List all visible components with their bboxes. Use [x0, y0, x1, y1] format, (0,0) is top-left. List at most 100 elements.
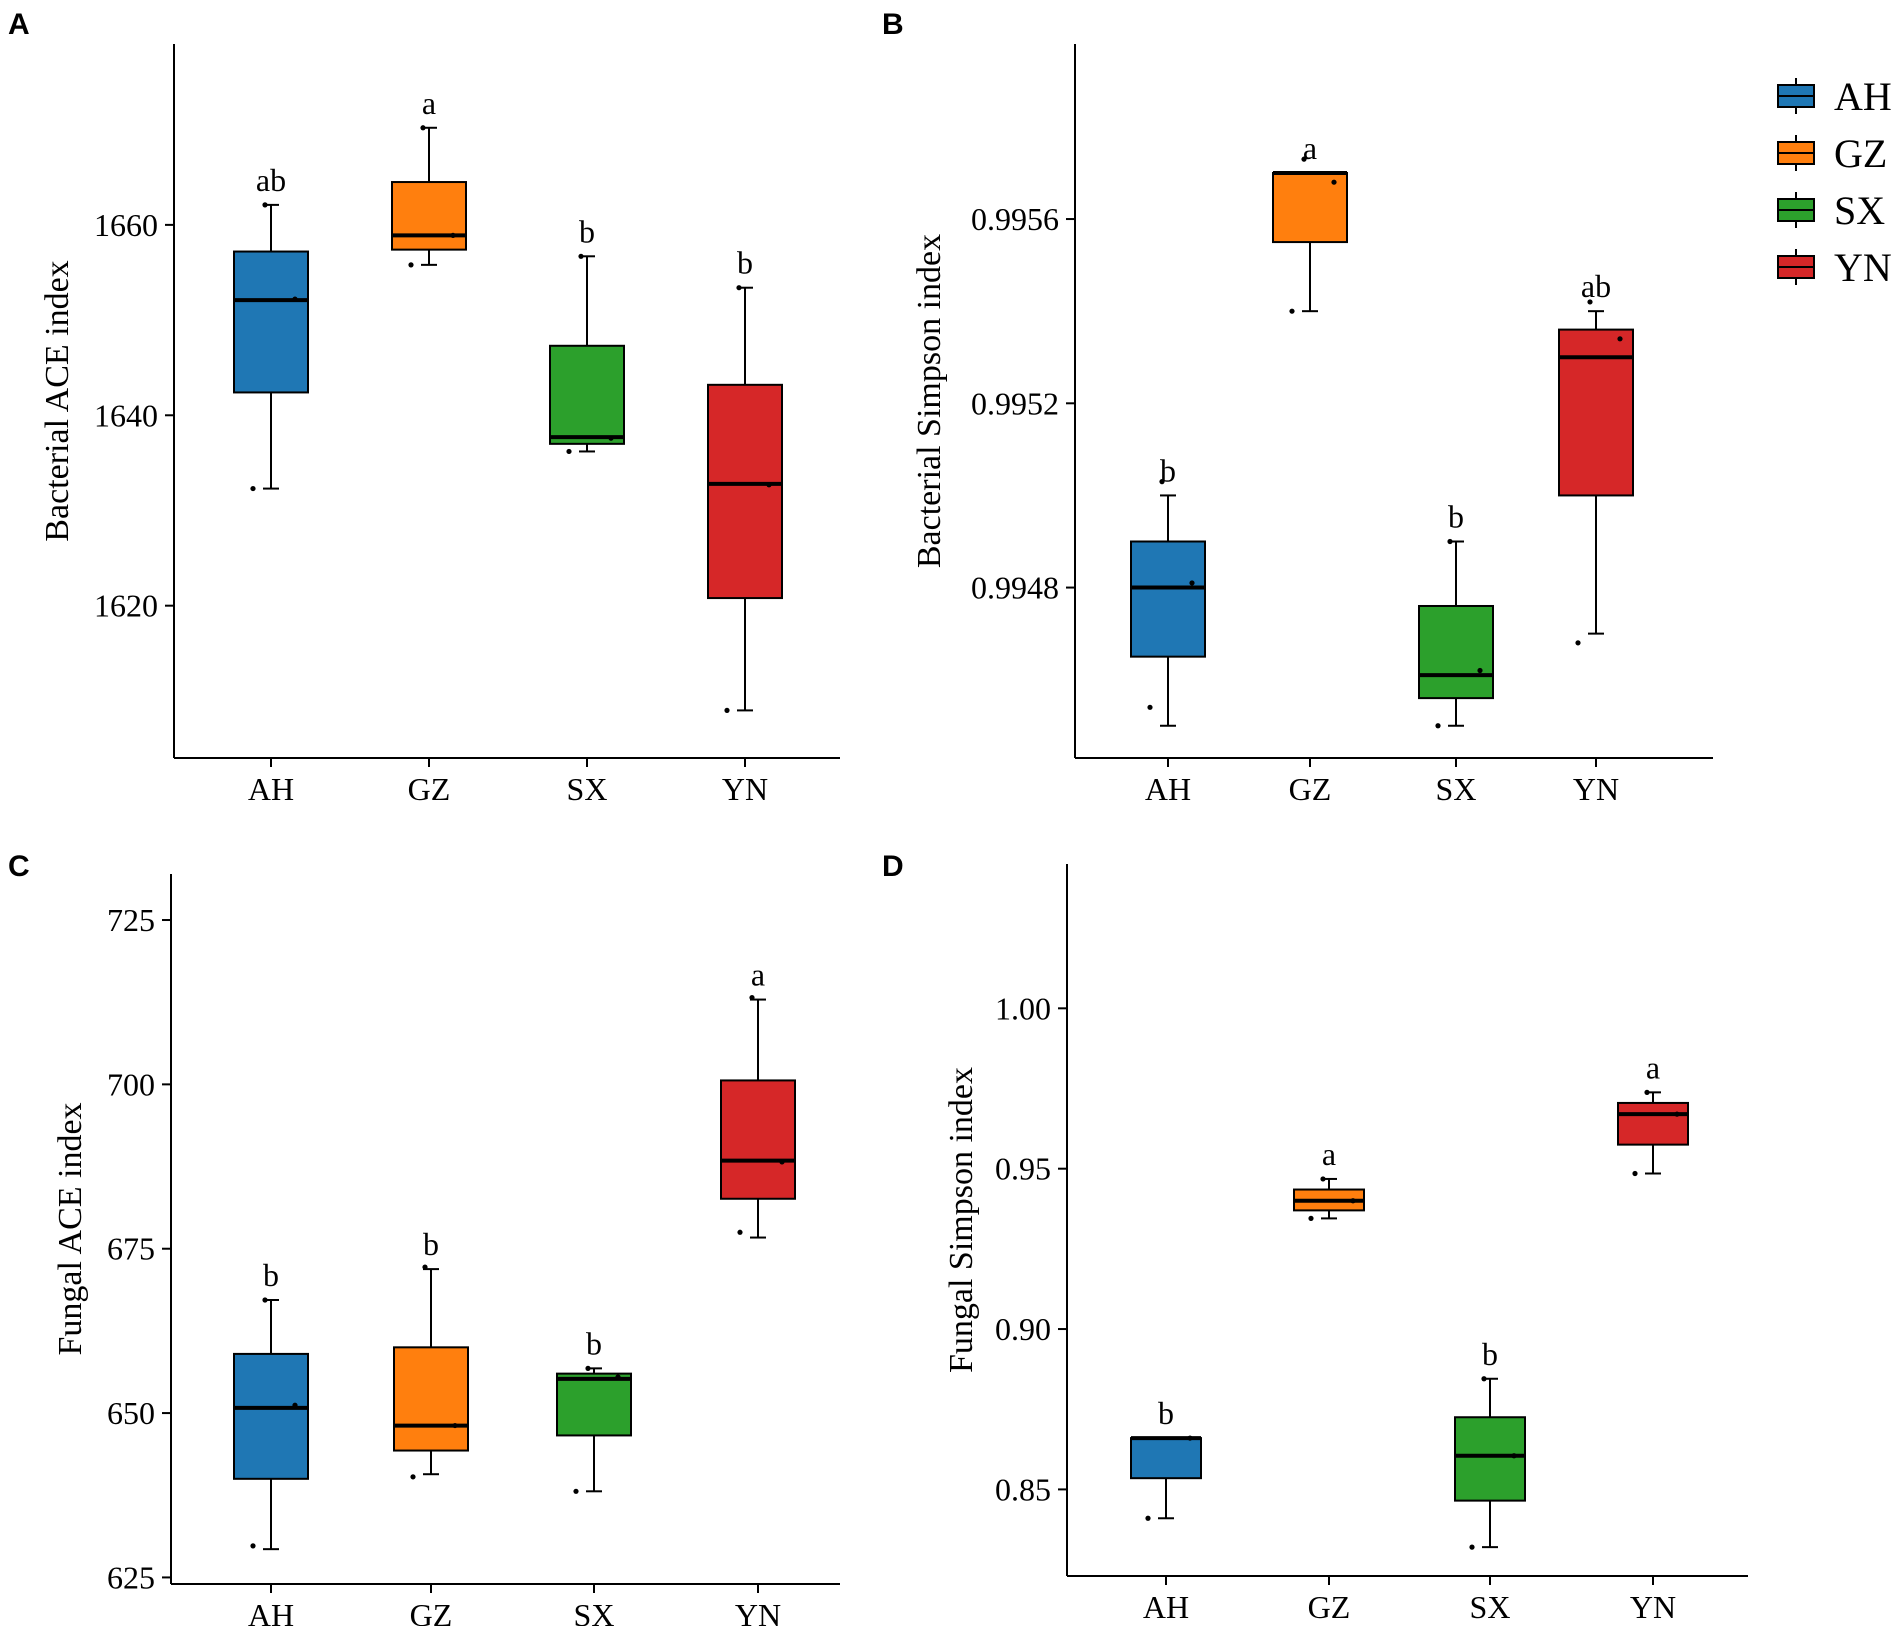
iqr-box	[556, 1372, 632, 1437]
panel-letter-d: D	[882, 850, 904, 883]
data-point	[262, 202, 268, 208]
data-point	[250, 1543, 256, 1549]
legend-item-sx: SX	[1777, 188, 1885, 233]
data-point	[749, 994, 755, 1001]
x-tick-label: SX	[567, 771, 608, 807]
significance-label: b	[737, 245, 753, 281]
data-point	[1481, 1376, 1487, 1382]
significance-label: b	[1448, 498, 1464, 534]
significance-label: b	[586, 1325, 602, 1361]
x-tick-label: SX	[1436, 771, 1477, 807]
x-tick-label: AH	[248, 771, 294, 807]
box-sx: b	[549, 213, 625, 455]
data-point	[1301, 156, 1307, 162]
legend-item-gz: GZ	[1777, 131, 1887, 176]
data-point	[1469, 1544, 1475, 1550]
y-tick-label: 0.85	[995, 1471, 1051, 1507]
box-sx: b	[1454, 1336, 1526, 1550]
iqr-box	[393, 1346, 469, 1452]
box-gz: a	[1293, 1136, 1365, 1221]
x-tick-label: GZ	[410, 1597, 453, 1626]
significance-label: b	[263, 1257, 279, 1293]
y-tick-label: 0.9956	[971, 201, 1059, 237]
panel-letter-c: C	[8, 850, 30, 883]
data-point	[724, 707, 730, 714]
data-point	[573, 1488, 579, 1494]
legend-label: SX	[1834, 188, 1885, 233]
legend-item-ah: AH	[1777, 74, 1892, 119]
iqr-box	[707, 383, 783, 600]
iqr-box	[1558, 328, 1634, 497]
data-point	[1308, 1215, 1314, 1221]
significance-label: a	[1322, 1136, 1336, 1172]
data-point	[292, 296, 298, 302]
iqr-box	[233, 1352, 309, 1480]
y-tick-label: 725	[107, 902, 155, 938]
data-point	[450, 232, 456, 238]
data-point	[615, 1374, 621, 1380]
data-point	[420, 125, 426, 131]
data-point	[737, 1229, 743, 1235]
x-tick-label: YN	[1630, 1589, 1676, 1625]
data-point	[1477, 667, 1483, 674]
data-point	[1644, 1089, 1650, 1095]
data-point	[410, 1474, 416, 1480]
iqr-box	[391, 181, 467, 251]
box-gz: a	[391, 85, 467, 268]
panel-c: C 625 650 675 700 725 Fungal ACE index AH GZ SX YN…	[8, 850, 840, 1626]
box-yn: a	[1617, 1049, 1689, 1177]
data-point	[1617, 336, 1623, 342]
box-yn: a	[720, 957, 796, 1239]
data-point	[578, 253, 584, 259]
x-tick-label: YN	[722, 771, 768, 807]
y-tick-label: 0.90	[995, 1311, 1051, 1347]
y-tick-label: 675	[107, 1231, 155, 1267]
x-tick-label: YN	[735, 1597, 781, 1626]
data-point	[1331, 179, 1337, 185]
y-axis-title: Bacterial Simpson index	[911, 234, 948, 568]
data-point	[585, 1365, 591, 1371]
data-point	[608, 435, 614, 441]
x-tick-label: GZ	[1308, 1589, 1351, 1625]
significance-label: a	[751, 957, 765, 993]
iqr-box	[1130, 540, 1206, 658]
data-point	[262, 1297, 268, 1303]
data-point	[250, 485, 256, 492]
data-point	[1189, 580, 1195, 586]
x-tick-label: AH	[1143, 1589, 1189, 1625]
iqr-box	[233, 250, 309, 394]
y-axis-title: Fungal ACE index	[52, 1102, 89, 1355]
x-tick-label: SX	[574, 1597, 615, 1626]
significance-label: b	[579, 213, 595, 249]
data-point	[452, 1422, 458, 1429]
data-point	[1289, 308, 1295, 314]
y-tick-label: 1.00	[995, 990, 1051, 1026]
significance-label: a	[1646, 1049, 1660, 1085]
y-tick-label: 625	[107, 1559, 155, 1595]
box-yn: ab	[1558, 268, 1634, 646]
legend-label: AH	[1834, 74, 1892, 119]
data-point	[566, 448, 572, 455]
data-point	[1159, 479, 1165, 485]
box-sx: b	[556, 1325, 632, 1494]
y-axis-title: Bacterial ACE index	[39, 260, 76, 541]
significance-label: b	[423, 1226, 439, 1262]
y-tick-label: 1660	[94, 207, 158, 243]
y-tick-label: 700	[107, 1066, 155, 1102]
y-tick-label: 0.9948	[971, 570, 1059, 606]
data-point	[779, 1159, 785, 1165]
data-point	[736, 285, 742, 291]
panel-d: D 0.85 0.90 0.95 1.00 Fungal Simpson index AH G…	[882, 850, 1748, 1625]
iqr-box	[720, 1079, 796, 1200]
data-point	[1575, 640, 1581, 646]
y-axis-title: Fungal Simpson index	[943, 1067, 980, 1373]
iqr-box	[549, 344, 625, 445]
data-point	[766, 482, 772, 488]
panel-letter-a: A	[8, 8, 30, 41]
y-tick-label: 1640	[94, 397, 158, 433]
panel-b: B 0.9948 0.9952 0.9956 Bacterial Simpson ind…	[882, 8, 1713, 807]
data-point	[1350, 1198, 1356, 1204]
x-tick-label: YN	[1573, 771, 1619, 807]
data-point	[1435, 723, 1441, 729]
